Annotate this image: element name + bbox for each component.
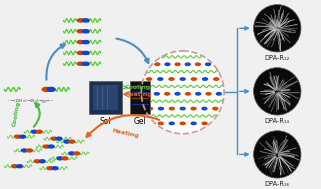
Ellipse shape bbox=[77, 40, 84, 44]
Ellipse shape bbox=[165, 93, 169, 95]
Ellipse shape bbox=[77, 30, 84, 33]
Ellipse shape bbox=[169, 78, 174, 80]
Text: Heating: Heating bbox=[125, 92, 152, 97]
Text: Gel: Gel bbox=[134, 117, 147, 126]
Text: DPA-R₁₄: DPA-R₁₄ bbox=[265, 118, 290, 124]
Text: $\cdots\!\!-\!\!(DH_n)\!-\!\!(N_n)\!-\!\!g_y\!\!-\!\!\cdots$: $\cdots\!\!-\!\!(DH_n)\!-\!\!(N_n)\!-\!\… bbox=[7, 97, 55, 106]
Ellipse shape bbox=[57, 157, 63, 160]
Ellipse shape bbox=[42, 87, 50, 91]
Ellipse shape bbox=[191, 78, 196, 80]
Ellipse shape bbox=[69, 140, 75, 143]
Ellipse shape bbox=[155, 63, 160, 65]
Ellipse shape bbox=[206, 93, 211, 95]
Ellipse shape bbox=[165, 63, 170, 65]
Ellipse shape bbox=[213, 107, 218, 110]
Ellipse shape bbox=[158, 78, 163, 80]
Ellipse shape bbox=[202, 122, 207, 125]
Ellipse shape bbox=[216, 93, 221, 95]
Circle shape bbox=[141, 51, 224, 134]
FancyArrowPatch shape bbox=[47, 44, 65, 80]
Ellipse shape bbox=[48, 145, 54, 148]
Text: DPA-R₁₂: DPA-R₁₂ bbox=[265, 55, 290, 61]
Ellipse shape bbox=[20, 135, 25, 138]
Ellipse shape bbox=[180, 78, 185, 80]
Ellipse shape bbox=[202, 107, 207, 110]
Ellipse shape bbox=[77, 62, 84, 65]
Ellipse shape bbox=[17, 165, 22, 168]
Ellipse shape bbox=[82, 51, 89, 54]
Ellipse shape bbox=[15, 135, 21, 138]
Ellipse shape bbox=[175, 63, 180, 65]
Ellipse shape bbox=[34, 160, 40, 163]
Ellipse shape bbox=[147, 78, 152, 80]
Ellipse shape bbox=[169, 107, 174, 110]
Ellipse shape bbox=[36, 130, 42, 133]
Ellipse shape bbox=[12, 165, 18, 168]
FancyArrowPatch shape bbox=[34, 103, 40, 127]
Ellipse shape bbox=[31, 130, 37, 133]
Ellipse shape bbox=[144, 93, 149, 95]
Ellipse shape bbox=[52, 167, 58, 170]
Ellipse shape bbox=[185, 93, 190, 95]
Ellipse shape bbox=[64, 140, 70, 143]
Ellipse shape bbox=[195, 63, 200, 65]
Circle shape bbox=[254, 68, 301, 115]
Circle shape bbox=[254, 5, 301, 52]
Ellipse shape bbox=[180, 122, 185, 125]
Bar bbox=[93, 85, 117, 110]
Text: Sol: Sol bbox=[100, 117, 111, 126]
Circle shape bbox=[254, 131, 301, 178]
FancyArrowPatch shape bbox=[87, 115, 159, 137]
Ellipse shape bbox=[77, 51, 84, 54]
Ellipse shape bbox=[185, 63, 190, 65]
Ellipse shape bbox=[82, 19, 89, 22]
Ellipse shape bbox=[39, 160, 45, 163]
Ellipse shape bbox=[205, 63, 211, 65]
Ellipse shape bbox=[47, 167, 53, 170]
Ellipse shape bbox=[180, 107, 185, 110]
Ellipse shape bbox=[203, 78, 208, 80]
Ellipse shape bbox=[22, 149, 28, 152]
Bar bbox=[89, 81, 122, 114]
Ellipse shape bbox=[158, 122, 163, 125]
Ellipse shape bbox=[27, 149, 32, 152]
Text: Heating: Heating bbox=[111, 128, 140, 139]
Text: DPA-R₁₆: DPA-R₁₆ bbox=[265, 181, 290, 187]
Ellipse shape bbox=[69, 152, 75, 155]
Text: Cooling: Cooling bbox=[125, 85, 151, 90]
Ellipse shape bbox=[82, 30, 89, 33]
Ellipse shape bbox=[191, 107, 196, 110]
Text: Cooling: Cooling bbox=[12, 101, 21, 127]
Bar bbox=[130, 81, 150, 114]
Ellipse shape bbox=[214, 78, 219, 80]
Ellipse shape bbox=[82, 62, 89, 65]
Ellipse shape bbox=[47, 87, 55, 91]
Ellipse shape bbox=[77, 19, 84, 22]
Ellipse shape bbox=[196, 93, 201, 95]
Ellipse shape bbox=[159, 107, 163, 110]
Ellipse shape bbox=[51, 137, 57, 140]
Ellipse shape bbox=[175, 93, 180, 95]
Circle shape bbox=[268, 19, 280, 31]
Ellipse shape bbox=[82, 40, 89, 44]
FancyArrowPatch shape bbox=[117, 39, 149, 63]
Ellipse shape bbox=[43, 145, 49, 148]
Ellipse shape bbox=[148, 107, 152, 110]
Ellipse shape bbox=[56, 137, 62, 140]
Ellipse shape bbox=[154, 93, 159, 95]
Ellipse shape bbox=[74, 152, 80, 155]
Ellipse shape bbox=[62, 157, 68, 160]
Ellipse shape bbox=[169, 122, 174, 125]
Ellipse shape bbox=[191, 122, 196, 125]
